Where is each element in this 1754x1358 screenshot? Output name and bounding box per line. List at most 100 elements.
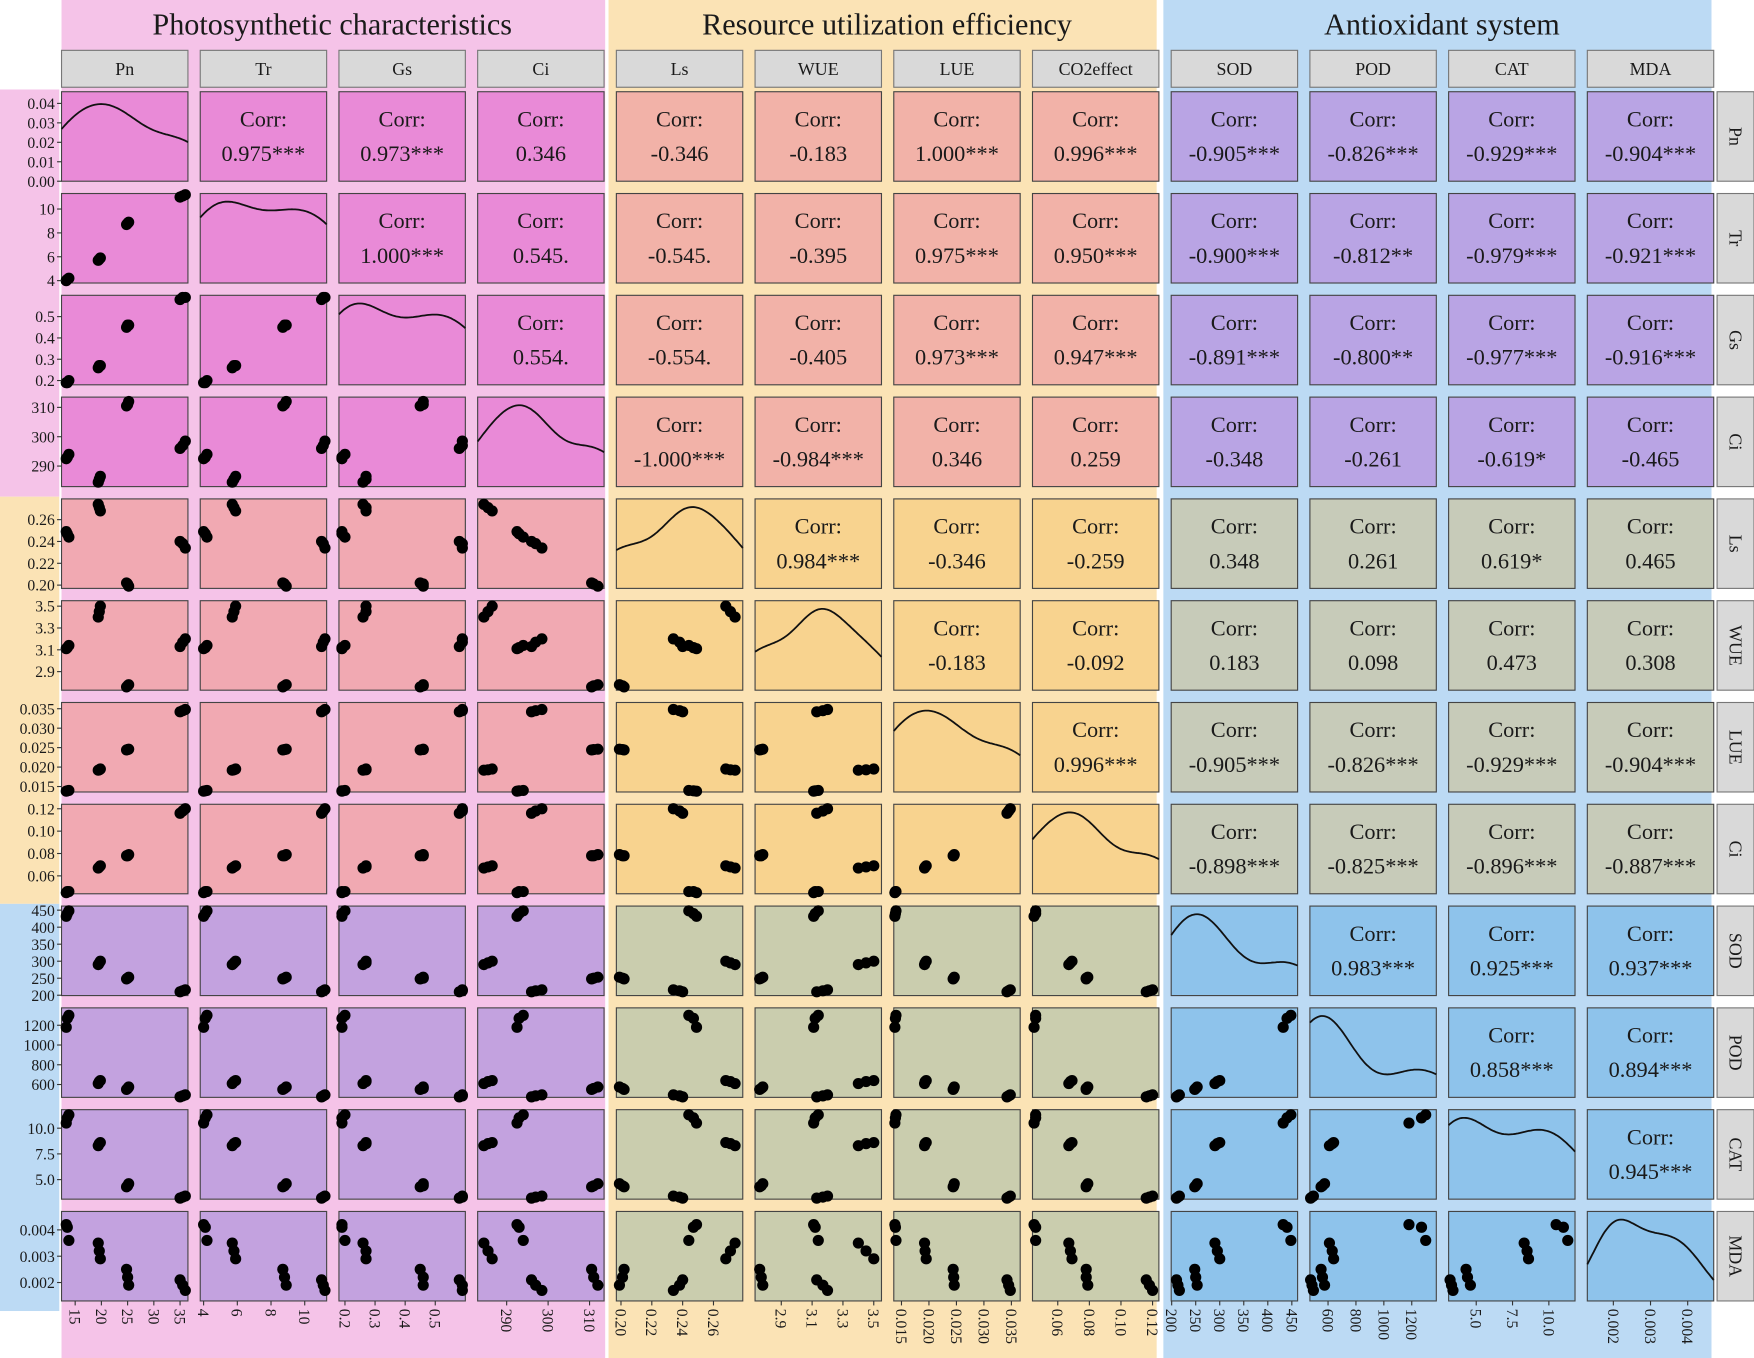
column-strip — [1586, 49, 1715, 88]
row-strip-label: WUE — [1725, 625, 1745, 666]
panel — [1170, 905, 1299, 997]
column-strip-label: Ls — [671, 59, 689, 79]
panel — [338, 1109, 466, 1200]
corr-prefix: Corr: — [379, 106, 426, 131]
y-tick-label: 0.003 — [20, 1249, 55, 1266]
panel — [1309, 905, 1437, 997]
corr-value: -0.800** — [1333, 345, 1413, 370]
corr-value: -0.465 — [1622, 446, 1680, 471]
point — [456, 1284, 468, 1297]
row-strip — [1716, 294, 1754, 386]
point — [360, 1074, 372, 1087]
point — [948, 1279, 960, 1291]
point — [1415, 1221, 1428, 1233]
panel — [1448, 803, 1576, 895]
point — [1281, 1221, 1293, 1233]
corr-value: -0.921*** — [1605, 243, 1696, 268]
point — [230, 1253, 242, 1265]
point — [812, 885, 824, 898]
point — [868, 763, 880, 775]
point — [63, 374, 75, 387]
point — [667, 703, 679, 716]
corr-value: 0.984*** — [776, 548, 860, 573]
point — [339, 448, 351, 460]
point — [179, 703, 191, 716]
panel — [893, 498, 1021, 589]
point — [592, 743, 604, 755]
panel — [60, 498, 189, 589]
point — [280, 849, 292, 861]
density-curve — [893, 709, 1021, 757]
corr-value: 0.346 — [932, 446, 982, 471]
panel — [60, 600, 189, 691]
corr-prefix: Corr: — [1211, 208, 1258, 233]
point — [123, 319, 135, 331]
corr-prefix: Corr: — [1072, 615, 1119, 640]
column-strip — [1170, 49, 1299, 88]
panel — [1448, 701, 1576, 793]
point — [517, 531, 529, 543]
point — [808, 1021, 820, 1033]
y-tick-label: 2.9 — [35, 664, 55, 681]
point — [809, 1221, 821, 1233]
row-strip-label: LUE — [1725, 730, 1745, 765]
point — [536, 803, 548, 815]
point — [123, 1279, 135, 1291]
panel — [1170, 1007, 1299, 1098]
point — [890, 905, 902, 917]
density-curve — [60, 103, 189, 143]
corr-value: 0.945*** — [1609, 1159, 1693, 1184]
point — [536, 1089, 548, 1101]
y-tick-label: 0.04 — [27, 96, 55, 113]
panel — [754, 905, 883, 997]
corr-value: -0.825*** — [1327, 854, 1418, 879]
corr-prefix: Corr: — [1211, 412, 1258, 437]
x-tick-label: 35 — [170, 1309, 187, 1325]
panel — [754, 192, 883, 284]
panel — [1448, 396, 1576, 488]
panel — [615, 294, 744, 386]
panel — [338, 803, 466, 895]
y-tick-label: 0.2 — [35, 373, 55, 390]
column-strip — [754, 49, 883, 88]
panel — [615, 192, 744, 284]
point — [339, 885, 351, 898]
corr-value: 0.545. — [513, 243, 569, 268]
column-strip — [615, 49, 744, 88]
panel — [615, 701, 744, 793]
x-tick-label: 300 — [1210, 1309, 1227, 1333]
panel — [1448, 294, 1576, 386]
point — [720, 600, 732, 612]
point — [123, 216, 135, 228]
panel — [1031, 905, 1160, 997]
column-strip-label: Gs — [392, 59, 412, 79]
panel — [1309, 1109, 1437, 1200]
point — [920, 955, 932, 967]
panel — [477, 1109, 605, 1200]
point — [60, 1021, 72, 1033]
corr-prefix: Corr: — [1488, 208, 1535, 233]
point — [1420, 1109, 1432, 1121]
row-strip-label: Ci — [1725, 841, 1745, 858]
point — [94, 600, 106, 612]
y-tick-label: 0.5 — [35, 309, 55, 326]
point — [179, 633, 191, 645]
y-tick-label: 300 — [31, 954, 55, 971]
corr-value: -0.826*** — [1327, 752, 1418, 777]
point — [201, 531, 213, 543]
corr-value: 0.619* — [1481, 548, 1543, 573]
column-strip — [1309, 49, 1437, 88]
column-strip-label: SOD — [1217, 59, 1253, 79]
point — [890, 885, 902, 898]
panel — [1031, 1007, 1160, 1098]
x-tick-label: 15 — [66, 1309, 83, 1325]
panel — [1031, 498, 1160, 589]
point — [1004, 984, 1016, 996]
panel — [615, 1109, 744, 1200]
panel — [338, 498, 466, 589]
y-tick-label: 0.22 — [27, 556, 54, 573]
point — [1318, 1178, 1331, 1190]
point — [613, 1081, 626, 1093]
point — [417, 1271, 429, 1283]
